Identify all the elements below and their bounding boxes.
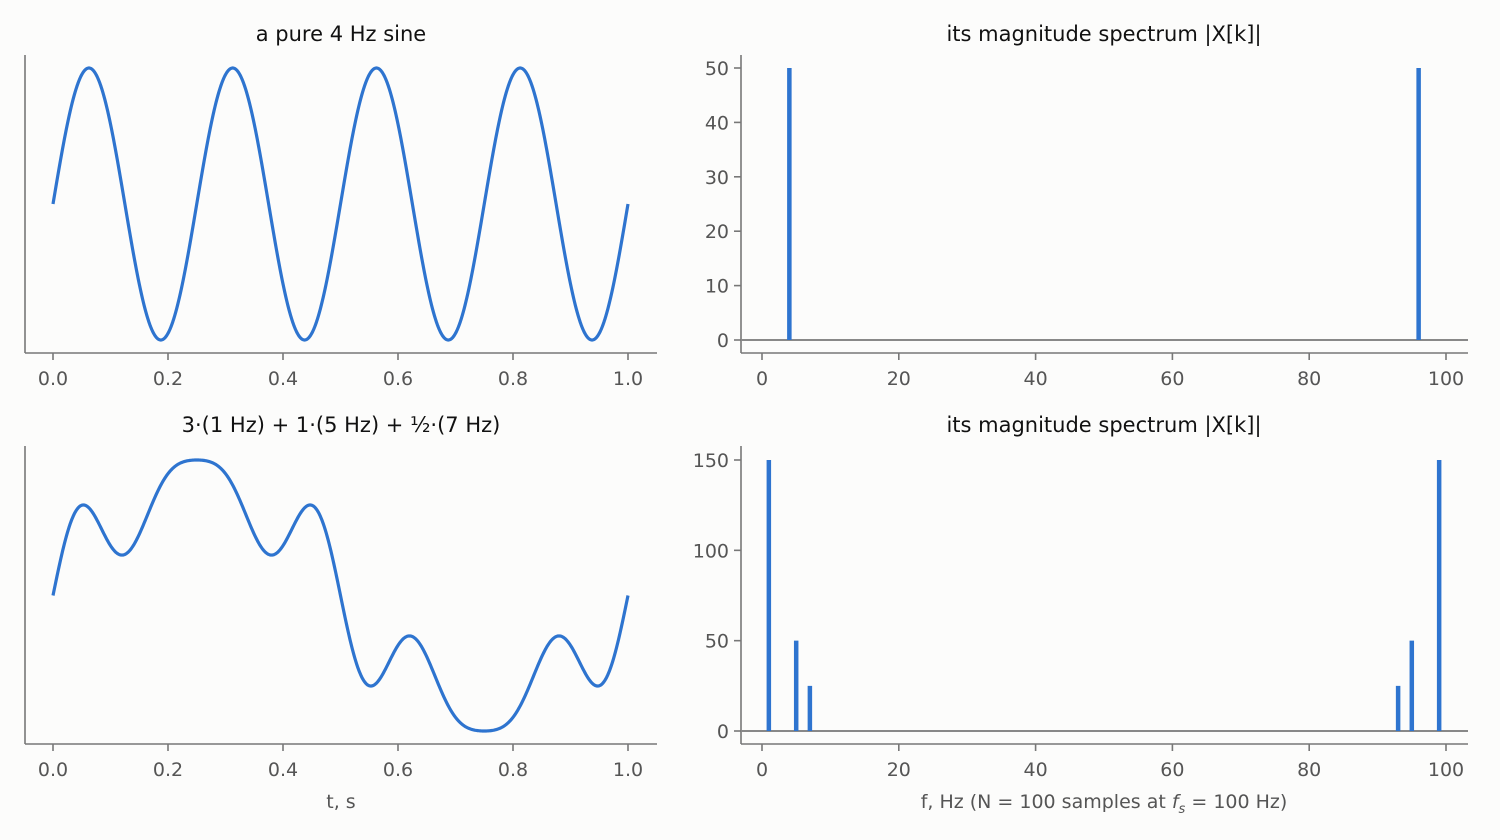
x-ticks: 0.0 0.2 0.4 0.6 0.8 1.0 [38,353,643,390]
x-tick-label: 0.2 [153,759,183,781]
y-tick-label: 0 [717,721,729,743]
y-tick-label: 10 [705,276,729,298]
x-tick-label: 1.0 [613,759,643,781]
x-tick-label: 40 [1024,368,1048,390]
x-tick-label: 100 [1428,368,1464,390]
x-axis-label: t, s [326,791,355,813]
y-tick-label: 150 [693,450,729,472]
x-tick-label: 0.6 [383,759,413,781]
x-tick-label: 60 [1160,759,1184,781]
signal-curve [51,458,630,733]
x-tick-label: 0.0 [38,368,68,390]
panel-spectrum-1: its magnitude spectrum |X[k]| 0 20 40 60 80 1… [705,22,1468,390]
axis-ticks: 0 20 40 60 80 100 0 10 20 30 40 50 [705,58,1464,390]
x-tick-label: 40 [1024,759,1048,781]
x-tick-label: 0.6 [383,368,413,390]
y-tick-label: 0 [717,330,729,352]
x-ticks: 0.0 0.2 0.4 0.6 0.8 1.0 [38,744,643,781]
spectrum-bars [787,68,1421,340]
x-tick-label: 0.8 [498,368,528,390]
x-tick-label: 60 [1160,368,1184,390]
panel-composite-signal: 3·(1 Hz) + 1·(5 Hz) + ½·(7 Hz) 0.0 0.2 0.4… [24,413,657,813]
x-tick-label: 80 [1297,759,1321,781]
x-tick-label: 1.0 [613,368,643,390]
x-tick-label: 20 [887,759,911,781]
chart-title: its magnitude spectrum |X[k]| [946,413,1261,438]
y-tick-label: 40 [705,112,729,134]
y-tick-label: 100 [693,540,729,562]
x-tick-label: 0.0 [38,759,68,781]
x-tick-label: 80 [1297,368,1321,390]
axis-ticks: 0 20 40 60 80 100 0 50 100 150 [693,450,1464,781]
x-tick-label: 0 [756,759,768,781]
y-tick-label: 20 [705,221,729,243]
spectrum-bars [766,460,1442,731]
x-tick-label: 0.8 [498,759,528,781]
y-tick-label: 50 [705,58,729,80]
y-tick-label: 50 [705,631,729,653]
y-tick-label: 30 [705,167,729,189]
x-tick-label: 0.2 [153,368,183,390]
chart-title: 3·(1 Hz) + 1·(5 Hz) + ½·(7 Hz) [182,413,501,437]
chart-title: its magnitude spectrum |X[k]| [946,22,1261,47]
x-tick-label: 100 [1428,759,1464,781]
x-axis-label: f, Hz (N = 100 samples at fs = 100 Hz) [921,791,1288,817]
chart-title: a pure 4 Hz sine [256,22,426,46]
panel-spectrum-2: its magnitude spectrum |X[k]| 0 20 40 60 80 1… [693,413,1468,817]
x-tick-label: 0.4 [268,368,298,390]
signal-curve [51,66,630,342]
x-tick-label: 0.4 [268,759,298,781]
x-tick-label: 0 [756,368,768,390]
x-tick-label: 20 [887,368,911,390]
panel-sine-4hz: a pure 4 Hz sine 0.0 0.2 0.4 0.6 0.8 1.0 [24,22,657,390]
